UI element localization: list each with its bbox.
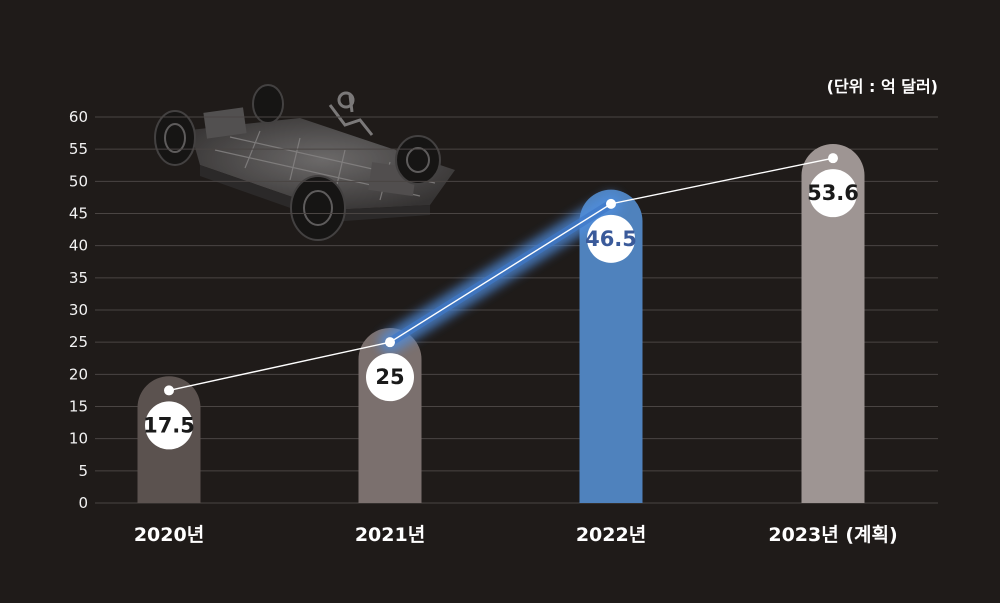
y-tick-label: 55	[69, 140, 88, 158]
data-label-badge	[366, 353, 414, 402]
trend-line	[168, 157, 834, 392]
unit-label: (단위 : 억 달러)	[827, 77, 938, 96]
bar	[801, 143, 865, 503]
trend-point	[385, 337, 395, 348]
y-tick-label: 5	[78, 462, 88, 480]
y-tick-label: 20	[69, 365, 88, 383]
trend-point	[164, 385, 174, 396]
x-category-label: 2022년	[576, 524, 646, 546]
x-category-label: 2020년	[134, 524, 204, 546]
y-tick-label: 15	[69, 398, 88, 416]
y-tick-label: 0	[78, 494, 88, 512]
data-label: 25	[375, 365, 404, 389]
data-label-badge	[587, 214, 635, 263]
y-tick-label: 35	[69, 269, 88, 287]
bar	[579, 189, 643, 503]
x-category-label: 2023년 (계획)	[768, 524, 897, 546]
data-label-badge	[809, 169, 857, 218]
y-tick-label: 40	[69, 237, 88, 255]
data-label: 46.5	[585, 227, 637, 251]
y-tick-label: 10	[69, 430, 88, 448]
y-tick-label: 60	[69, 108, 88, 126]
data-label-badge	[145, 401, 193, 450]
y-tick-label: 25	[69, 333, 88, 351]
data-label: 17.5	[143, 413, 195, 437]
trend-point	[828, 153, 838, 164]
y-tick-label: 30	[69, 301, 88, 319]
ev-chassis-illustration	[154, 84, 455, 241]
y-tick-label: 50	[69, 172, 88, 190]
data-label: 53.6	[807, 181, 859, 205]
y-tick-label: 45	[69, 205, 88, 223]
trend-point	[606, 198, 616, 209]
x-category-label: 2021년	[355, 524, 425, 546]
